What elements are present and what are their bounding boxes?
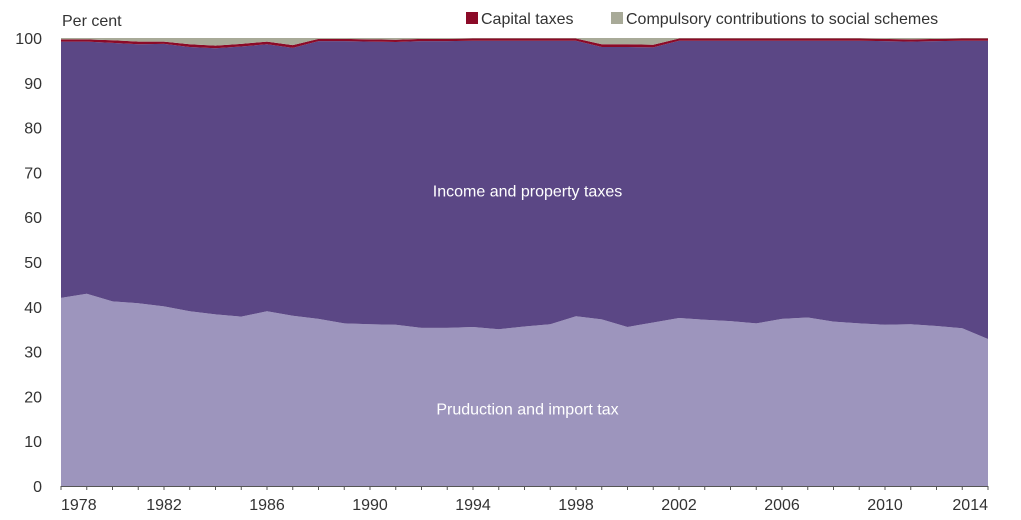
y-tick-label-40: 40: [24, 300, 42, 317]
y-tick-label-50: 50: [24, 255, 42, 272]
series-label-income-and-property-taxes: Income and property taxes: [433, 183, 622, 200]
area-pruduction-and-import-tax: [61, 293, 988, 486]
y-tick-label-100: 100: [15, 31, 42, 48]
area-series: [61, 38, 988, 486]
legend-label-capital-taxes: Capital taxes: [481, 11, 574, 28]
x-tick-label-2014: 2014: [952, 497, 988, 514]
area-compulsory-contributions-to-social-schemes: [61, 38, 988, 46]
x-tick-label-1998: 1998: [558, 497, 594, 514]
x-tick-label-2002: 2002: [661, 497, 697, 514]
x-axis-ticks: 1978 1982 1986 1990 1994 1998 2002 2006 2010 2014: [60, 486, 989, 514]
x-tick-label-2010: 2010: [867, 497, 903, 514]
area-income-and-property-taxes: [61, 40, 988, 340]
x-tick-label-1978: 1978: [61, 497, 97, 514]
y-tick-label-30: 30: [24, 345, 42, 362]
area-capital-taxes: [61, 38, 988, 49]
legend-label-compulsory-contributions: Compulsory contributions to social schem…: [626, 11, 938, 28]
x-tick-label-1982: 1982: [146, 497, 182, 514]
series-label-production-and-import-tax: Pruduction and import tax: [436, 401, 618, 418]
x-tick-label-2006: 2006: [764, 497, 800, 514]
x-tick-label-1994: 1994: [455, 497, 491, 514]
y-axis-label: Per cent: [62, 13, 122, 30]
y-tick-label-0: 0: [33, 479, 42, 496]
x-tick-label-1986: 1986: [249, 497, 285, 514]
legend: Capital taxes Compulsory contributions t…: [466, 11, 938, 28]
y-tick-label-10: 10: [24, 434, 42, 451]
y-tick-label-90: 90: [24, 76, 42, 93]
legend-swatch-capital-taxes: [466, 12, 478, 24]
y-tick-label-70: 70: [24, 165, 42, 182]
legend-swatch-compulsory-contributions: [611, 12, 623, 24]
x-tick-label-1990: 1990: [352, 497, 388, 514]
y-tick-label-60: 60: [24, 210, 42, 227]
y-tick-label-20: 20: [24, 389, 42, 406]
y-tick-label-80: 80: [24, 121, 42, 138]
y-axis-ticks: 0 10 20 30 40 50 60 70 80 90 100: [15, 31, 42, 496]
